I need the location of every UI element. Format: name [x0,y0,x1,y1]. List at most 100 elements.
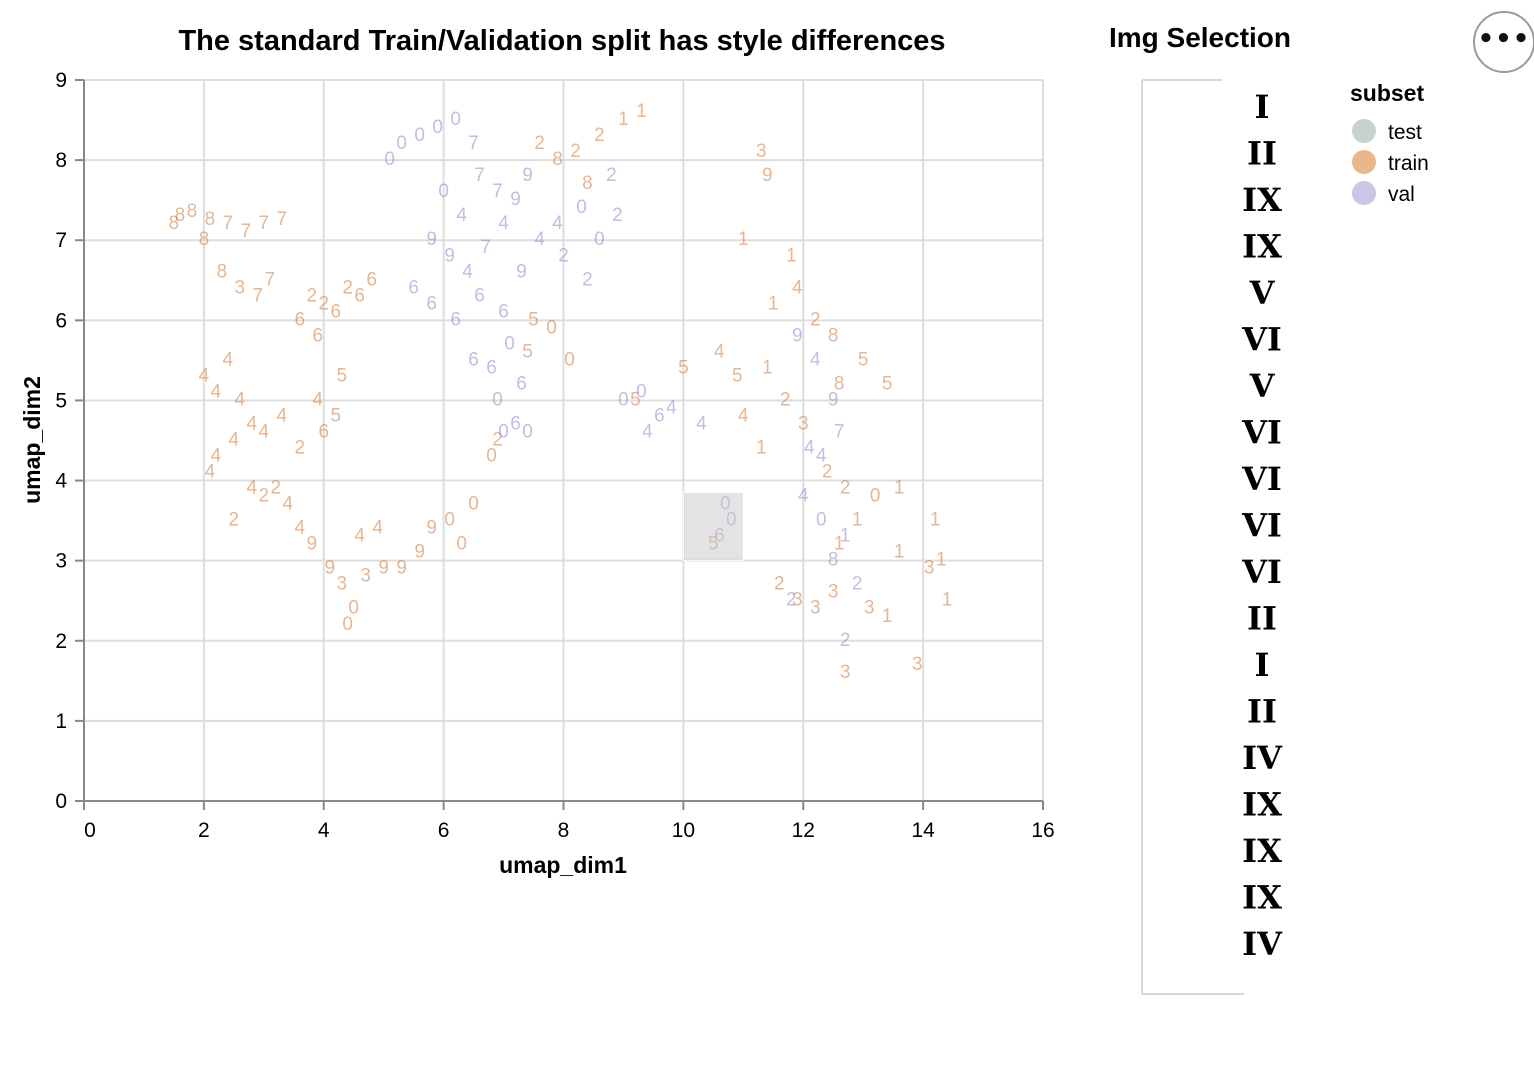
legend-swatch-train [1352,150,1376,174]
point-val: 7 [474,165,485,186]
y-axis-title: umap_dim2 [19,376,45,504]
selected-image: V [1249,274,1276,312]
y-tick-label: 4 [55,470,67,493]
point-train: 0 [348,598,359,619]
point-val: 4 [498,213,509,234]
point-train: 3 [924,558,935,579]
point-val: 9 [516,261,527,282]
point-train: 7 [253,285,264,306]
point-train: 2 [318,293,329,314]
point-train: 2 [840,478,851,499]
point-train: 0 [564,349,575,370]
point-val: 7 [834,422,845,443]
point-train: 4 [205,462,216,483]
actions-menu-button[interactable]: ••• [1473,11,1534,73]
point-train: 4 [282,494,293,515]
x-axis-title: umap_dim1 [499,852,627,878]
point-val: 0 [636,381,647,402]
y-tick-label: 9 [55,69,67,92]
point-val: 0 [816,510,827,531]
point-train: 5 [678,357,689,378]
point-train: 9 [762,165,773,186]
point-train: 8 [175,205,186,226]
point-train: 3 [798,413,809,434]
selected-image: V [1249,367,1276,405]
point-val: 9 [510,189,521,210]
point-val: 4 [552,213,563,234]
point-val: 0 [594,229,605,250]
point-train: 6 [366,269,377,290]
point-val: 1 [840,526,851,547]
x-tick-label: 8 [558,819,570,842]
point-val: 6 [654,405,665,426]
x-tick-label: 10 [672,819,695,842]
y-tick-label: 2 [55,630,67,653]
point-val: 4 [696,413,707,434]
point-train: 2 [570,141,581,162]
legend-swatch-test [1352,119,1376,143]
grid-lines [83,79,1044,802]
point-val: 7 [480,237,491,258]
point-train: 1 [762,357,773,378]
point-val: 6 [450,309,461,330]
point-val: 2 [558,245,569,266]
point-train: 1 [942,590,953,611]
point-train: 3 [840,662,851,683]
point-val: 0 [384,149,395,170]
point-train: 4 [738,405,749,426]
selected-image: I [1255,88,1270,126]
point-train: 4 [229,430,240,451]
y-tick-label: 7 [55,229,67,252]
point-train: 3 [235,277,246,298]
point-train: 7 [223,213,234,234]
legend[interactable]: subset test train val [1350,80,1429,206]
point-train: 7 [265,269,276,290]
point-train: 7 [241,221,252,242]
y-tick-label: 0 [55,790,67,813]
img-selection-title: Img Selection [1109,22,1291,53]
point-val: 4 [534,229,545,250]
point-train: 6 [312,325,323,346]
selected-image: IX [1242,786,1282,824]
point-train: 1 [618,109,629,130]
point-train: 8 [169,213,180,234]
point-train: 3 [756,141,767,162]
x-tick-label: 14 [911,819,935,842]
selected-image: IX [1242,832,1282,870]
selected-image: VI [1241,460,1282,498]
selected-image: IV [1242,925,1283,963]
point-val: 4 [810,349,821,370]
point-train: 1 [852,510,863,531]
point-val: 0 [414,125,425,146]
point-train: 0 [342,614,353,635]
point-train: 1 [756,438,767,459]
selection-brush[interactable] [682,492,744,562]
point-train: 8 [187,201,198,222]
legend-label-val: val [1388,183,1415,206]
point-train: 4 [211,381,222,402]
chart-title: The standard Train/Validation split has … [178,25,945,57]
point-train: 1 [786,245,797,266]
point-train: 2 [342,277,353,298]
legend-label-test: test [1388,121,1422,144]
point-train: 8 [834,373,845,394]
point-train: 1 [936,550,947,571]
point-train: 4 [312,389,323,410]
point-train: 2 [294,438,305,459]
point-train: 1 [768,293,779,314]
point-train: 2 [271,478,282,499]
point-train: 8 [199,229,210,250]
point-train: 2 [822,462,833,483]
point-train: 8 [552,149,563,170]
y-tick-label: 6 [55,309,67,332]
point-val: 6 [516,373,527,394]
point-train: 9 [378,558,389,579]
y-tick-label: 5 [55,389,67,412]
point-train: 7 [277,209,288,230]
point-train: 4 [199,365,210,386]
point-train: 2 [810,309,821,330]
point-train: 8 [582,173,593,194]
